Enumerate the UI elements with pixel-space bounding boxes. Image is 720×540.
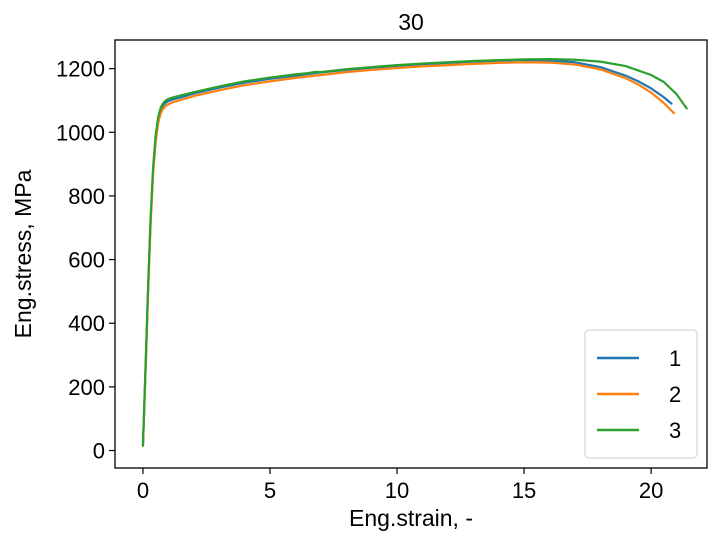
y-tick-label: 1200 xyxy=(56,57,105,82)
legend-label-3: 3 xyxy=(669,418,681,443)
x-tick-label: 0 xyxy=(137,478,149,503)
legend-label-1: 1 xyxy=(669,346,681,371)
series-line-3 xyxy=(141,57,688,447)
x-tick-label: 15 xyxy=(512,478,536,503)
y-tick-label: 1000 xyxy=(56,120,105,145)
legend-label-2: 2 xyxy=(669,382,681,407)
y-tick-label: 800 xyxy=(68,184,105,209)
x-tick-label: 20 xyxy=(639,478,663,503)
x-tick-label: 5 xyxy=(264,478,276,503)
y-tick-label: 400 xyxy=(68,311,105,336)
plot-area xyxy=(141,57,688,447)
y-axis-label: Eng.stress, MPa xyxy=(10,169,36,338)
y-tick-label: 0 xyxy=(93,438,105,463)
legend-box xyxy=(584,329,698,459)
chart-title: 30 xyxy=(398,9,424,35)
x-axis-label: Eng.strain, - xyxy=(349,505,473,531)
x-tick-label: 10 xyxy=(385,478,409,503)
legend: 1 2 3 xyxy=(584,329,698,459)
y-tick-label: 200 xyxy=(68,375,105,400)
y-axis: 0 200 400 600 800 1000 1200 xyxy=(56,57,115,463)
plot-frame xyxy=(114,39,708,469)
y-tick-label: 600 xyxy=(68,248,105,273)
x-axis: 0 5 10 15 20 xyxy=(137,468,663,503)
